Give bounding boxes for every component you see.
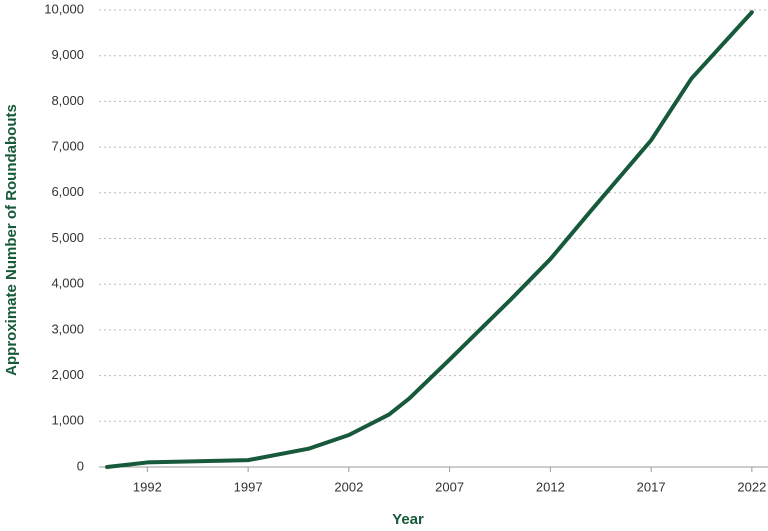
x-tick-label: 2012 xyxy=(536,479,565,494)
x-tick-label: 1992 xyxy=(133,479,162,494)
x-tick-label: 2002 xyxy=(334,479,363,494)
y-tick-label: 8,000 xyxy=(51,93,84,108)
y-tick-label: 4,000 xyxy=(51,276,84,291)
y-tick-label: 0 xyxy=(77,458,84,473)
y-tick-label: 9,000 xyxy=(51,47,84,62)
x-tick-label: 2022 xyxy=(737,479,766,494)
y-tick-label: 10,000 xyxy=(44,1,84,16)
y-tick-label: 5,000 xyxy=(51,230,84,245)
y-tick-label: 1,000 xyxy=(51,413,84,428)
data-line xyxy=(105,10,754,469)
x-tick-label: 1997 xyxy=(234,479,263,494)
x-tick-label: 2007 xyxy=(435,479,464,494)
y-tick-label: 7,000 xyxy=(51,139,84,154)
x-axis-title: Year xyxy=(392,511,424,528)
x-tick-label: 2017 xyxy=(637,479,666,494)
y-tick-label: 3,000 xyxy=(51,321,84,336)
y-axis-title: Approximate Number of Roundabouts xyxy=(3,104,20,376)
y-tick-label: 6,000 xyxy=(51,184,84,199)
y-tick-label: 2,000 xyxy=(51,367,84,382)
